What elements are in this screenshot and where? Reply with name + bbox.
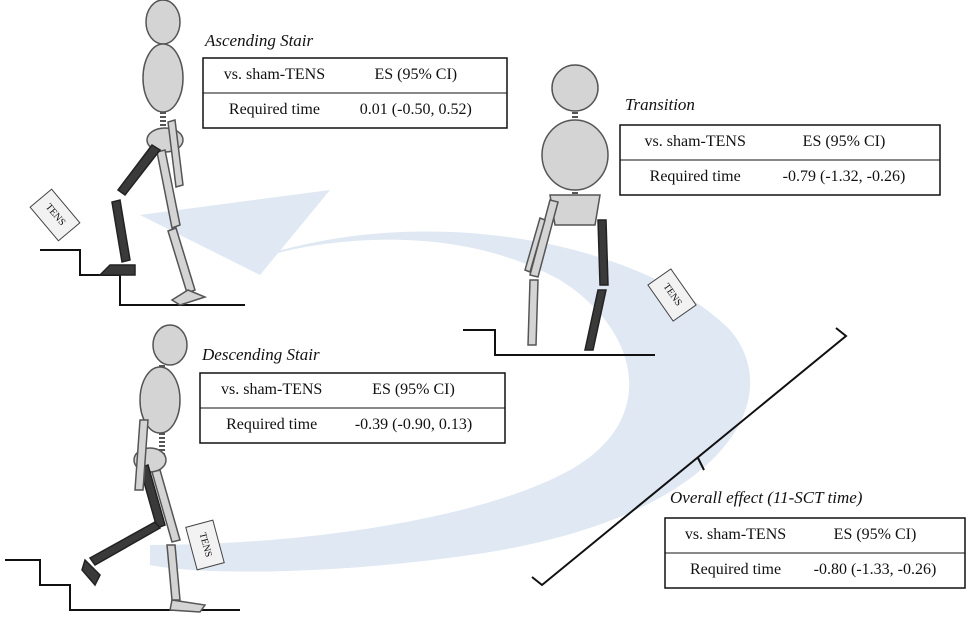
table-header-cell: vs. sham-TENS	[645, 133, 746, 150]
panel-title: Descending Stair	[201, 345, 320, 364]
table-cell: Required time	[650, 168, 741, 185]
table-header-cell: ES (95% CI)	[374, 66, 457, 83]
panel-title: Overall effect (11-SCT time)	[670, 488, 863, 507]
table-header-cell: ES (95% CI)	[834, 526, 917, 543]
table-cell: Required time	[226, 416, 317, 433]
table-header-cell: vs. sham-TENS	[685, 526, 786, 543]
table-header-cell: vs. sham-TENS	[221, 381, 322, 398]
table-cell: Required time	[229, 101, 320, 118]
panel-title: Transition	[625, 95, 695, 114]
diagram: Ascending Stair vs. sham-TENS ES (95% CI) R…	[0, 0, 967, 617]
table-cell: Required time	[690, 561, 781, 578]
table-cell: 0.01 (-0.50, 0.52)	[360, 101, 472, 118]
skeleton	[525, 65, 608, 350]
panel-title: Ascending Stair	[204, 31, 314, 50]
table-header-cell: vs. sham-TENS	[224, 66, 325, 83]
table-header-cell: ES (95% CI)	[372, 381, 455, 398]
skeleton	[100, 0, 205, 305]
table-header-cell: ES (95% CI)	[803, 133, 886, 150]
table-cell: -0.79 (-1.32, -0.26)	[783, 168, 906, 185]
table-cell: -0.39 (-0.90, 0.13)	[355, 416, 472, 433]
tens-device: TENS	[30, 189, 80, 241]
table-cell: -0.80 (-1.33, -0.26)	[814, 561, 937, 578]
